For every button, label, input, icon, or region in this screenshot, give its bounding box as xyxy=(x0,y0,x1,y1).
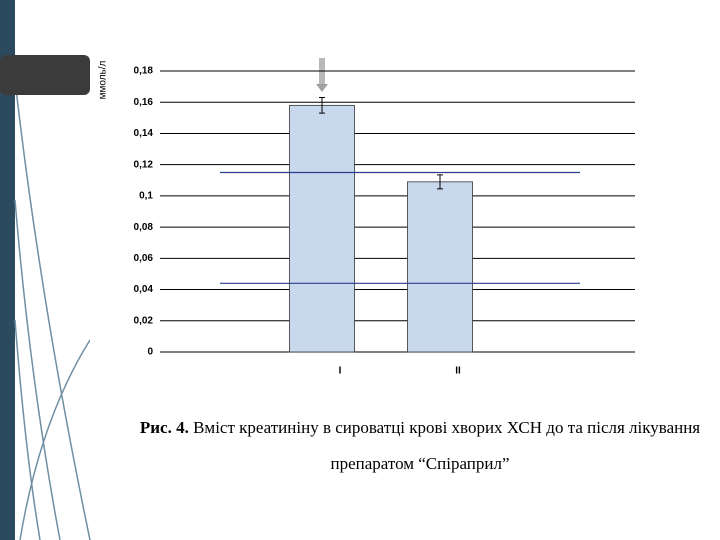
y-tick-label: 0,02 xyxy=(134,315,154,326)
caption: Рис. 4. Вміст креатиніну в сироватці кро… xyxy=(110,410,720,482)
error-bar xyxy=(437,174,443,190)
bar xyxy=(289,104,355,353)
y-tick-label: 0,14 xyxy=(134,128,154,139)
arrow-head xyxy=(316,84,328,92)
x-tick-label: II xyxy=(455,366,461,377)
error-bar xyxy=(319,97,325,114)
y-tick-label: 0,16 xyxy=(134,97,154,108)
arrow-shaft xyxy=(319,58,325,86)
y-tick-label: 0,12 xyxy=(134,159,154,170)
y-tick-label: 0 xyxy=(147,347,153,358)
bar xyxy=(407,181,473,353)
y-tick-label: 0,18 xyxy=(134,66,154,77)
caption-text: Вміст креатиніну в сироватці крові хвори… xyxy=(193,418,701,473)
y-tick-label: 0,06 xyxy=(134,253,154,264)
x-tick-label: I xyxy=(339,366,342,377)
caption-label: Рис. 4. xyxy=(139,418,189,437)
y-axis-label: ммоль/л xyxy=(98,60,109,99)
decor-curves xyxy=(14,79,91,540)
y-tick-label: 0,1 xyxy=(139,191,153,202)
side-strip xyxy=(0,0,15,540)
y-tick-label: 0,08 xyxy=(134,222,154,233)
y-tick-label: 0,04 xyxy=(134,284,154,295)
chart-panel xyxy=(90,0,720,397)
side-tab xyxy=(0,55,90,95)
